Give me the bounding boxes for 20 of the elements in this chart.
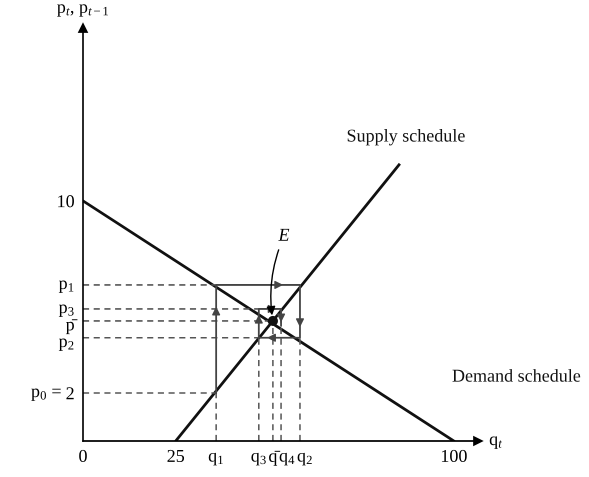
annotation: q$_{1}$ <box>208 452 223 466</box>
text: Demand schedule <box>452 369 580 382</box>
annotation: p$_{0}$ = <box>31 388 61 401</box>
y-tick-label: 10 <box>58 195 74 208</box>
series-label: Supply schedule <box>348 128 465 146</box>
annotation: q$_{3}$ <box>251 452 266 466</box>
annotation: p$_{3}$ <box>58 304 74 317</box>
annotation: p$_{2}$ <box>58 338 74 351</box>
x-axis-title: q$_{t}$ <box>490 436 502 449</box>
annotation: p$_{1}$ <box>58 280 74 293</box>
x-tick-label: 100 <box>442 450 467 462</box>
y-axis-title: p$_{t}$, p$_{t−1}$ <box>57 4 108 17</box>
x-tick-label: 25 <box>167 450 184 462</box>
annotation: E <box>278 228 290 241</box>
x-tick-label: 0 <box>79 450 87 462</box>
annotation: q$_{2}$ <box>298 452 312 466</box>
annotation: p̄ <box>66 319 78 334</box>
annotation: q$_{4}$ <box>280 452 294 466</box>
annotation: q̄ <box>269 450 280 466</box>
y-tick-label: 2 <box>66 387 74 400</box>
